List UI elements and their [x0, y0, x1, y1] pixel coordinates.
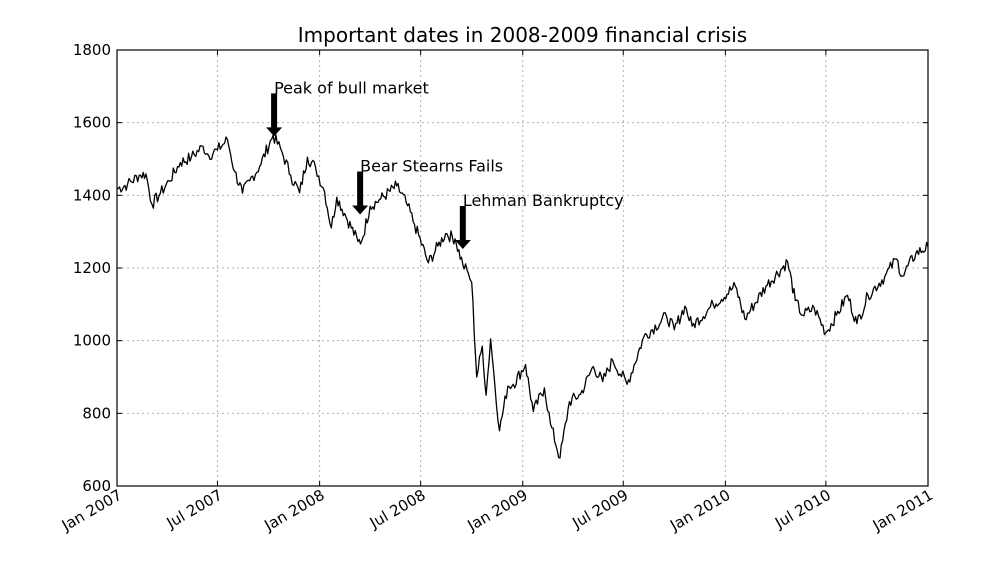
y-tick-label: 800: [82, 404, 111, 422]
y-axis-ticks: 600 800 1000 1200 1400 1600 1800: [73, 41, 928, 495]
x-tick-label: Jul 2008: [366, 486, 429, 533]
x-tick-label: Jul 2010: [771, 486, 834, 533]
y-tick-label: 1600: [73, 114, 111, 132]
annotation-arrow: [266, 93, 283, 137]
x-tick-label: Jan 2008: [261, 486, 328, 535]
x-tick-label: Jul 2007: [163, 486, 226, 533]
annotation-label: Bear Stearns Fails: [360, 157, 503, 176]
annotations: Peak of bull market Bear Stearns Fails Leh…: [266, 78, 624, 250]
chart-title: Important dates in 2008-2009 financial c…: [298, 23, 747, 47]
x-tick-label: Jan 2010: [666, 486, 733, 535]
x-tick-label: Jan 2011: [869, 486, 936, 535]
annotation-arrow: [454, 206, 471, 250]
y-tick-label: 1000: [73, 332, 111, 350]
annotation-label: Peak of bull market: [274, 78, 429, 97]
series-line: [116, 134, 929, 459]
y-tick-label: 1800: [73, 41, 111, 59]
y-tick-label: 600: [82, 477, 111, 495]
x-axis-ticks: Jan 2007 Jul 2007 Jan 2008 Jul 2008 Jan 2009…: [58, 50, 936, 535]
y-tick-label: 1200: [73, 259, 111, 277]
x-tick-label: Jul 2009: [569, 486, 632, 533]
grid-layer: [117, 50, 928, 486]
x-tick-label: Jan 2009: [464, 486, 531, 535]
y-tick-label: 1400: [73, 186, 111, 204]
annotation-label: Lehman Bankruptcy: [463, 191, 624, 210]
annotation-arrow: [352, 171, 369, 215]
